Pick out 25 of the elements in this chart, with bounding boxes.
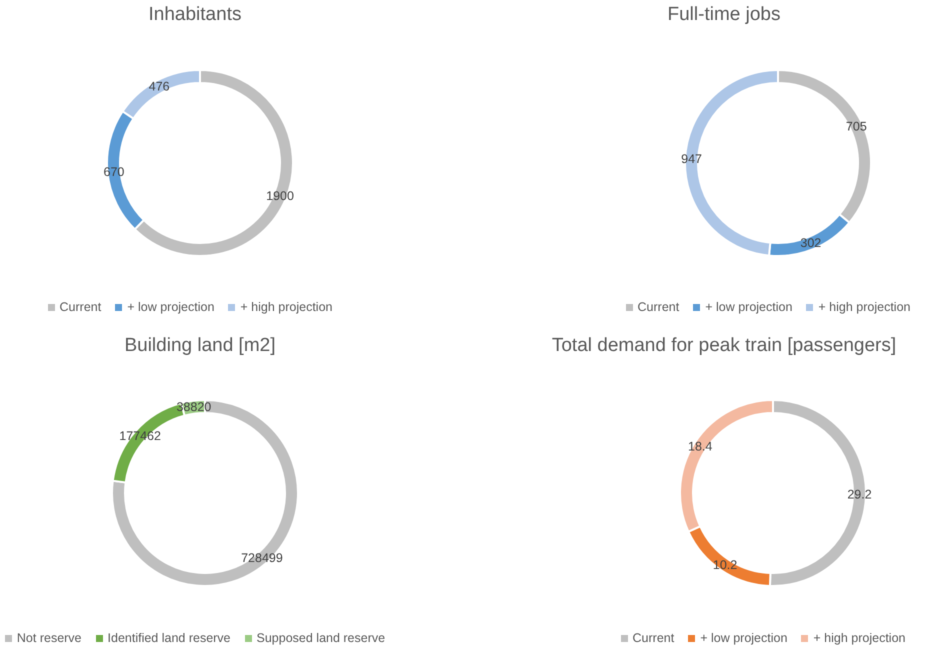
data-label: 302	[800, 236, 822, 250]
legend-label: Current	[632, 631, 674, 645]
data-label: 728499	[241, 551, 283, 566]
data-label: 1900	[266, 188, 294, 203]
legend-label: Current	[60, 300, 102, 314]
data-label: 947	[681, 152, 702, 166]
legend-label: Supposed land reserve	[256, 631, 386, 645]
legend-label: + high projection	[818, 300, 910, 314]
data-label: 29.2	[847, 487, 872, 502]
legend-label: + high projection	[240, 300, 332, 314]
data-label: 476	[148, 80, 170, 94]
chart-title: Building land [m2]	[123, 335, 277, 357]
donut-slice	[111, 399, 299, 587]
data-label: 18.4	[688, 439, 712, 454]
chart-title: Inhabitants	[148, 4, 242, 26]
legend-label: Not reserve	[16, 631, 82, 645]
legend-label: + low projection	[705, 300, 792, 314]
legend-label: Identified land reserve	[108, 631, 231, 645]
legend-label: + high projection	[813, 631, 906, 645]
legend-label: + low projection	[127, 300, 214, 314]
chart-title: Full-time jobs	[666, 4, 782, 26]
data-label: 705	[846, 119, 867, 134]
legend-label: + low projection	[700, 631, 788, 645]
legend-label: Current	[638, 300, 680, 314]
chart-title: Total demand for peak train [passengers]	[550, 335, 898, 357]
